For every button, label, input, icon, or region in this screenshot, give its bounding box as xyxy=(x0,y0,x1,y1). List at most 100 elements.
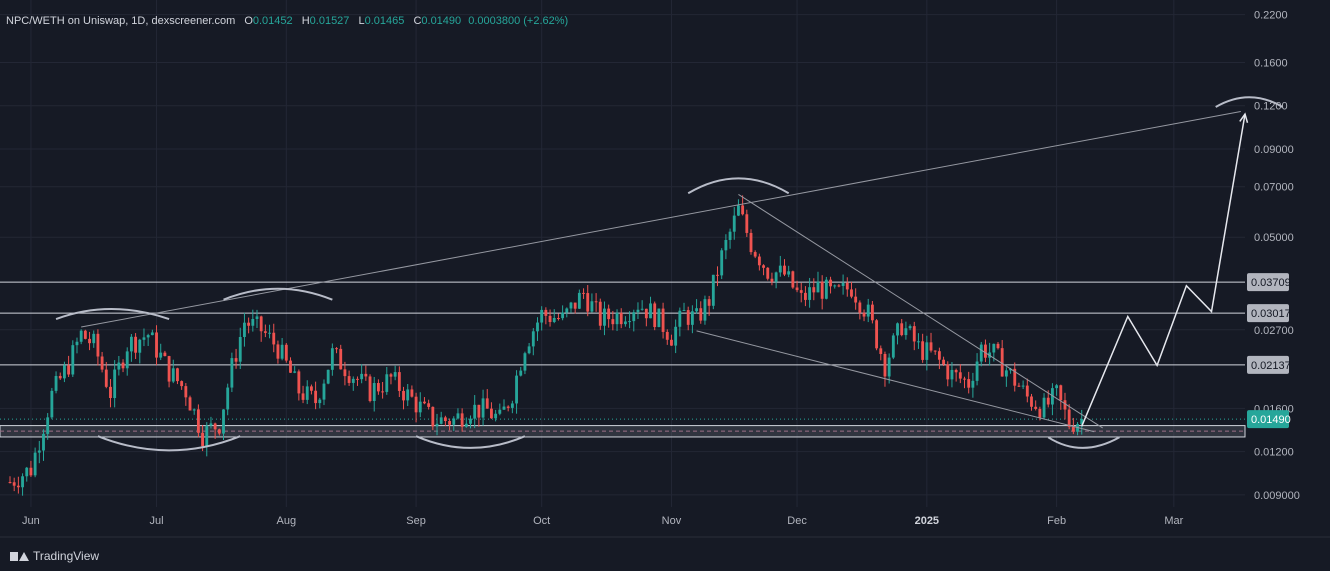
candle xyxy=(217,428,221,436)
candle-body xyxy=(21,476,24,488)
candle-body xyxy=(820,281,824,299)
candle xyxy=(548,309,552,327)
candle xyxy=(749,229,753,255)
candle-body xyxy=(506,406,510,408)
candle-body xyxy=(456,413,460,419)
candle-body xyxy=(75,341,79,346)
candle-body xyxy=(259,316,263,332)
candle-body xyxy=(561,312,565,319)
candle xyxy=(904,321,908,340)
candle xyxy=(703,295,707,325)
candle xyxy=(619,308,623,329)
candle xyxy=(636,302,640,320)
candle-body xyxy=(25,467,29,477)
candle xyxy=(481,389,485,426)
y-tick-label: 0.02700 xyxy=(1254,325,1294,337)
candle xyxy=(921,333,925,363)
candle xyxy=(833,284,837,289)
candle-body xyxy=(217,429,221,434)
candle xyxy=(527,342,531,355)
badge-label: 0.03709 xyxy=(1251,277,1291,289)
candle xyxy=(213,422,217,439)
candle xyxy=(310,384,313,395)
candle xyxy=(506,405,510,412)
candle xyxy=(272,323,276,353)
candle xyxy=(280,338,284,361)
arc xyxy=(1215,96,1284,108)
tradingview-attribution[interactable]: TradingView xyxy=(10,549,99,563)
symbol-label[interactable]: NPC/WETH on Uniswap, 1D, dexscreener.com xyxy=(6,15,236,27)
level-price-badge: 0.02137 xyxy=(1247,355,1291,374)
candle xyxy=(523,351,527,375)
candle-body xyxy=(347,376,351,383)
candle-body xyxy=(314,390,318,404)
candle-body xyxy=(649,303,652,319)
candle xyxy=(724,234,728,260)
candle-body xyxy=(904,328,908,336)
candle-body xyxy=(984,344,987,358)
candle-body xyxy=(515,375,518,404)
candle-body xyxy=(427,403,431,407)
candle-body xyxy=(577,292,581,309)
candle xyxy=(171,359,175,384)
candle xyxy=(92,330,96,348)
candle-body xyxy=(623,321,627,325)
candle-body xyxy=(485,398,489,409)
candle-body xyxy=(695,308,698,312)
candle-body xyxy=(176,368,179,382)
candle xyxy=(854,288,858,310)
candle xyxy=(569,301,573,313)
candle xyxy=(900,318,904,337)
x-tick-label: Mar xyxy=(1164,515,1183,527)
candle xyxy=(263,324,267,338)
candle-body xyxy=(129,336,133,352)
candle xyxy=(443,415,447,427)
candle-body xyxy=(414,396,418,413)
candle-body xyxy=(791,271,795,288)
candle-body xyxy=(711,274,715,306)
candle xyxy=(322,379,326,406)
candle xyxy=(418,392,422,418)
candle xyxy=(783,259,786,277)
candle xyxy=(795,280,799,293)
candle-body xyxy=(251,318,255,326)
candle-body xyxy=(816,281,820,293)
candle-body xyxy=(900,323,904,336)
candle-body xyxy=(42,433,45,451)
candle xyxy=(686,306,690,331)
x-tick-label: Aug xyxy=(277,515,297,527)
candle-body xyxy=(46,417,50,434)
candle-body xyxy=(142,337,146,340)
candle-body xyxy=(678,310,682,327)
candle-body xyxy=(418,401,422,413)
candle-body xyxy=(1071,426,1075,432)
candle xyxy=(314,381,318,410)
candle xyxy=(816,271,820,293)
candle xyxy=(799,282,803,303)
candle xyxy=(360,364,364,384)
badge-background xyxy=(1247,304,1289,323)
candle xyxy=(259,315,263,342)
candle-body xyxy=(682,310,686,312)
candle xyxy=(330,343,334,376)
candle xyxy=(230,352,234,393)
x-tick-label: Nov xyxy=(662,515,682,527)
candle-body xyxy=(196,409,200,433)
candle-body xyxy=(150,332,154,336)
candle xyxy=(1017,382,1021,387)
candle xyxy=(1004,367,1008,387)
candle xyxy=(728,228,732,249)
candle-body xyxy=(1080,419,1084,425)
candle xyxy=(37,440,41,464)
candle xyxy=(54,371,58,394)
candle-body xyxy=(590,301,594,312)
candle-body xyxy=(975,361,979,381)
candle xyxy=(611,310,615,331)
candle-body xyxy=(322,383,326,400)
candle xyxy=(29,460,33,478)
candle-body xyxy=(243,322,246,338)
candle-body xyxy=(971,380,975,388)
change-value: 0.0003800 (+2.62%) xyxy=(468,15,569,27)
